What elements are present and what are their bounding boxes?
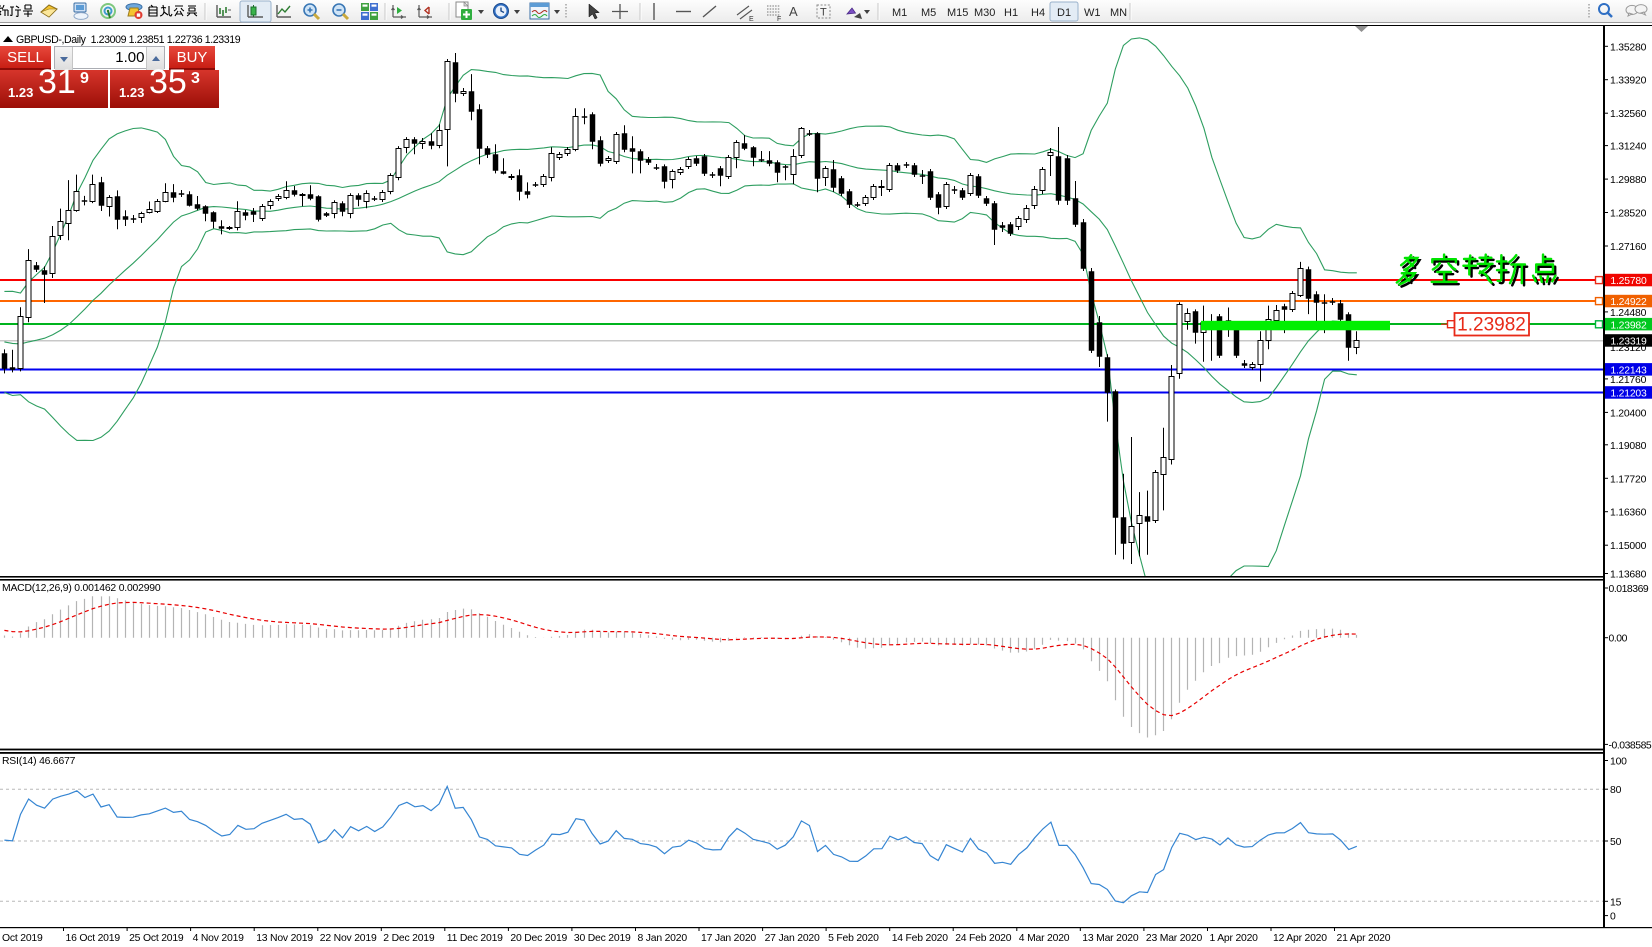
svg-text:23 Mar 2020: 23 Mar 2020 — [1146, 933, 1203, 944]
svg-text:A: A — [789, 4, 798, 19]
svg-text:RSI(14) 46.6677: RSI(14) 46.6677 — [2, 756, 76, 767]
svg-text:1 Apr 2020: 1 Apr 2020 — [1210, 933, 1259, 944]
svg-text:1.29880: 1.29880 — [1610, 175, 1647, 186]
svg-text:100: 100 — [1610, 757, 1627, 768]
svg-text:25 Oct 2019: 25 Oct 2019 — [129, 933, 184, 944]
svg-text:1.21760: 1.21760 — [1610, 375, 1647, 386]
svg-text:4 Nov 2019: 4 Nov 2019 — [193, 933, 245, 944]
svg-text:1.25780: 1.25780 — [1610, 276, 1647, 287]
svg-text:MN: MN — [1110, 7, 1127, 19]
svg-text:1.23120: 1.23120 — [1610, 343, 1647, 354]
svg-text:12 Apr 2020: 12 Apr 2020 — [1273, 933, 1327, 944]
svg-text:1.16360: 1.16360 — [1610, 508, 1647, 519]
svg-text:1.35280: 1.35280 — [1610, 42, 1647, 53]
svg-text:1.17720: 1.17720 — [1610, 474, 1647, 485]
svg-text:H1: H1 — [1004, 7, 1018, 19]
svg-text:13 Nov 2019: 13 Nov 2019 — [256, 933, 313, 944]
svg-text:M5: M5 — [921, 7, 936, 19]
svg-text:1.15000: 1.15000 — [1610, 541, 1647, 552]
svg-text:H4: H4 — [1031, 7, 1045, 19]
svg-text:50: 50 — [1610, 837, 1622, 848]
svg-text:1.23982: 1.23982 — [1457, 315, 1526, 336]
svg-text:F: F — [777, 16, 781, 23]
svg-text:20 Dec 2019: 20 Dec 2019 — [510, 933, 567, 944]
svg-text:30 Dec 2019: 30 Dec 2019 — [574, 933, 631, 944]
svg-text:1.27160: 1.27160 — [1610, 242, 1647, 253]
svg-text:2 Dec 2019: 2 Dec 2019 — [383, 933, 435, 944]
svg-text:Oct 2019: Oct 2019 — [2, 933, 43, 944]
svg-text:M1: M1 — [892, 7, 907, 19]
svg-text:M30: M30 — [974, 7, 995, 19]
svg-text:15: 15 — [1610, 897, 1622, 908]
svg-text:0.018369: 0.018369 — [1609, 584, 1649, 595]
svg-text:-0.038585: -0.038585 — [1609, 740, 1652, 751]
svg-text:1.19080: 1.19080 — [1610, 441, 1647, 452]
svg-text:1.20400: 1.20400 — [1610, 408, 1647, 419]
svg-text:1.24922: 1.24922 — [1610, 297, 1647, 308]
svg-text:14 Feb 2020: 14 Feb 2020 — [892, 933, 949, 944]
svg-text:17 Jan 2020: 17 Jan 2020 — [701, 933, 756, 944]
svg-text:M15: M15 — [947, 7, 968, 19]
svg-text:MACD(12,26,9) 0.001462 0.00299: MACD(12,26,9) 0.001462 0.002990 — [2, 583, 161, 594]
svg-text:11 Dec 2019: 11 Dec 2019 — [447, 933, 503, 944]
svg-text:E: E — [749, 16, 754, 23]
svg-text:1.28520: 1.28520 — [1610, 209, 1647, 220]
svg-text:1.22143: 1.22143 — [1610, 366, 1647, 377]
svg-text:22 Nov 2019: 22 Nov 2019 — [320, 933, 377, 944]
svg-text:D1: D1 — [1057, 7, 1071, 19]
svg-text:4 Mar 2020: 4 Mar 2020 — [1019, 933, 1070, 944]
svg-text:1.32560: 1.32560 — [1610, 109, 1647, 120]
svg-text:1.31240: 1.31240 — [1610, 142, 1647, 153]
svg-text:1.13680: 1.13680 — [1610, 570, 1647, 581]
svg-text:80: 80 — [1610, 785, 1622, 796]
svg-text:0.00: 0.00 — [1609, 634, 1628, 645]
svg-text:T: T — [820, 7, 827, 19]
svg-text:13 Mar 2020: 13 Mar 2020 — [1082, 933, 1139, 944]
svg-text:0: 0 — [1610, 912, 1616, 923]
svg-text:27 Jan 2020: 27 Jan 2020 — [765, 933, 820, 944]
svg-text:1.33920: 1.33920 — [1610, 76, 1647, 87]
svg-text:16 Oct 2019: 16 Oct 2019 — [66, 933, 121, 944]
svg-text:24 Feb 2020: 24 Feb 2020 — [955, 933, 1012, 944]
svg-text:GBPUSD-,Daily 1.23009 1.23851: GBPUSD-,Daily 1.23009 1.23851 1.22736 1.… — [16, 34, 241, 46]
svg-text:1.24480: 1.24480 — [1610, 308, 1647, 319]
svg-text:1.23319: 1.23319 — [1610, 337, 1647, 348]
svg-text:1.21203: 1.21203 — [1610, 389, 1647, 400]
svg-text:5 Feb 2020: 5 Feb 2020 — [828, 933, 879, 944]
svg-text:8 Jan 2020: 8 Jan 2020 — [638, 933, 688, 944]
svg-text:21 Apr 2020: 21 Apr 2020 — [1337, 933, 1391, 944]
svg-text:1.23982: 1.23982 — [1610, 320, 1647, 331]
svg-text:W1: W1 — [1084, 7, 1101, 19]
